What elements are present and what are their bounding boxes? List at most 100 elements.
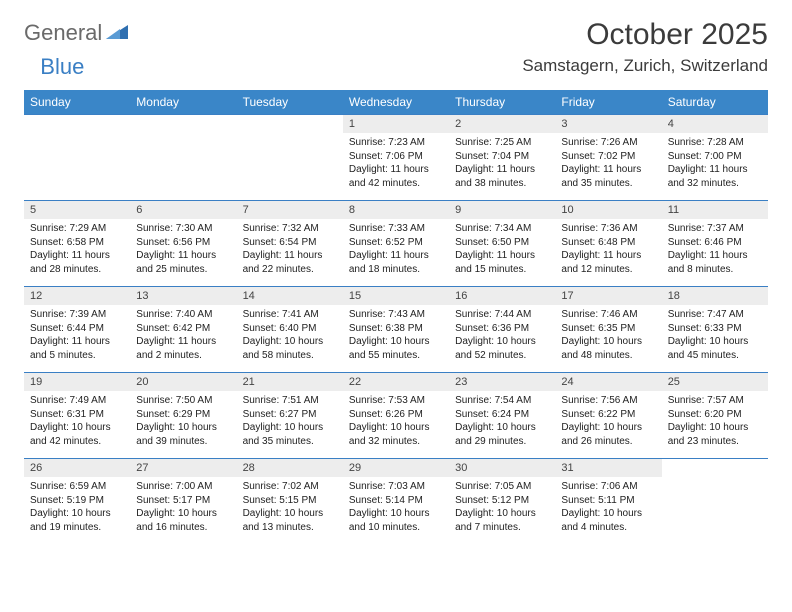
daylight-line2: and 45 minutes. (668, 349, 762, 363)
daylight-line2: and 2 minutes. (136, 349, 230, 363)
calendar-row: 12Sunrise: 7:39 AMSunset: 6:44 PMDayligh… (24, 287, 768, 373)
calendar-cell: 12Sunrise: 7:39 AMSunset: 6:44 PMDayligh… (24, 287, 130, 373)
sunrise: Sunrise: 7:41 AM (243, 308, 337, 322)
calendar-cell: 24Sunrise: 7:56 AMSunset: 6:22 PMDayligh… (555, 373, 661, 459)
daylight-line2: and 18 minutes. (349, 263, 443, 277)
calendar-cell: 28Sunrise: 7:02 AMSunset: 5:15 PMDayligh… (237, 459, 343, 545)
daylight-line2: and 42 minutes. (30, 435, 124, 449)
day-number: 8 (343, 201, 449, 219)
daylight-line2: and 48 minutes. (561, 349, 655, 363)
logo: General (24, 22, 130, 44)
logo-text-blue: Blue (40, 56, 84, 78)
sunrise: Sunrise: 7:06 AM (561, 480, 655, 494)
day-number: 5 (24, 201, 130, 219)
daylight-line1: Daylight: 11 hours (30, 249, 124, 263)
daylight-line1: Daylight: 11 hours (561, 249, 655, 263)
sunrise: Sunrise: 7:46 AM (561, 308, 655, 322)
calendar-cell: 21Sunrise: 7:51 AMSunset: 6:27 PMDayligh… (237, 373, 343, 459)
daylight-line1: Daylight: 11 hours (136, 249, 230, 263)
calendar-cell: 4Sunrise: 7:28 AMSunset: 7:00 PMDaylight… (662, 115, 768, 201)
daylight-line1: Daylight: 11 hours (668, 249, 762, 263)
calendar-cell: 26Sunrise: 6:59 AMSunset: 5:19 PMDayligh… (24, 459, 130, 545)
daylight-line1: Daylight: 11 hours (455, 249, 549, 263)
daylight-line1: Daylight: 11 hours (243, 249, 337, 263)
day-details: Sunrise: 7:05 AMSunset: 5:12 PMDaylight:… (449, 477, 555, 538)
daylight-line2: and 4 minutes. (561, 521, 655, 535)
daylight-line2: and 32 minutes. (668, 177, 762, 191)
sunset: Sunset: 5:15 PM (243, 494, 337, 508)
sunrise: Sunrise: 7:03 AM (349, 480, 443, 494)
daylight-line1: Daylight: 10 hours (668, 421, 762, 435)
day-number: 9 (449, 201, 555, 219)
calendar-row: 26Sunrise: 6:59 AMSunset: 5:19 PMDayligh… (24, 459, 768, 545)
day-details: Sunrise: 7:43 AMSunset: 6:38 PMDaylight:… (343, 305, 449, 366)
daylight-line2: and 39 minutes. (136, 435, 230, 449)
daylight-line1: Daylight: 11 hours (349, 249, 443, 263)
sunrise: Sunrise: 7:26 AM (561, 136, 655, 150)
calendar-cell: 13Sunrise: 7:40 AMSunset: 6:42 PMDayligh… (130, 287, 236, 373)
daylight-line1: Daylight: 10 hours (243, 335, 337, 349)
day-details: Sunrise: 7:50 AMSunset: 6:29 PMDaylight:… (130, 391, 236, 452)
calendar-cell: 23Sunrise: 7:54 AMSunset: 6:24 PMDayligh… (449, 373, 555, 459)
sunrise: Sunrise: 7:33 AM (349, 222, 443, 236)
sunset: Sunset: 6:50 PM (455, 236, 549, 250)
sunset: Sunset: 6:26 PM (349, 408, 443, 422)
day-details: Sunrise: 7:06 AMSunset: 5:11 PMDaylight:… (555, 477, 661, 538)
day-details: Sunrise: 6:59 AMSunset: 5:19 PMDaylight:… (24, 477, 130, 538)
sunset: Sunset: 5:17 PM (136, 494, 230, 508)
daylight-line1: Daylight: 10 hours (455, 335, 549, 349)
daylight-line2: and 10 minutes. (349, 521, 443, 535)
daylight-line1: Daylight: 10 hours (561, 421, 655, 435)
sunrise: Sunrise: 7:29 AM (30, 222, 124, 236)
daylight-line1: Daylight: 10 hours (349, 507, 443, 521)
day-number: 20 (130, 373, 236, 391)
calendar-cell: 5Sunrise: 7:29 AMSunset: 6:58 PMDaylight… (24, 201, 130, 287)
weekday-header: Thursday (449, 90, 555, 115)
daylight-line2: and 15 minutes. (455, 263, 549, 277)
daylight-line2: and 38 minutes. (455, 177, 549, 191)
day-details: Sunrise: 7:53 AMSunset: 6:26 PMDaylight:… (343, 391, 449, 452)
calendar-cell: 11 Sunrise: 7:37 AMSunset: 6:46 PMDayligh… (662, 201, 768, 287)
day-number: 11 (662, 201, 768, 219)
sunrise: Sunrise: 7:00 AM (136, 480, 230, 494)
calendar-cell: 8Sunrise: 7:33 AMSunset: 6:52 PMDaylight… (343, 201, 449, 287)
day-details: Sunrise: 7:51 AMSunset: 6:27 PMDaylight:… (237, 391, 343, 452)
daylight-line1: Daylight: 10 hours (136, 421, 230, 435)
sunset: Sunset: 6:40 PM (243, 322, 337, 336)
calendar-body: 1Sunrise: 7:23 AMSunset: 7:06 PMDaylight… (24, 115, 768, 545)
daylight-line2: and 55 minutes. (349, 349, 443, 363)
day-number: 19 (24, 373, 130, 391)
day-details: Sunrise: 7:47 AMSunset: 6:33 PMDaylight:… (662, 305, 768, 366)
day-details: Sunrise: 7:34 AMSunset: 6:50 PMDaylight:… (449, 219, 555, 280)
weekday-header: Wednesday (343, 90, 449, 115)
daylight-line1: Daylight: 10 hours (561, 507, 655, 521)
sunset: Sunset: 6:46 PM (668, 236, 762, 250)
sunset: Sunset: 6:44 PM (30, 322, 124, 336)
daylight-line2: and 28 minutes. (30, 263, 124, 277)
calendar-cell: 15Sunrise: 7:43 AMSunset: 6:38 PMDayligh… (343, 287, 449, 373)
day-details: Sunrise: 7:49 AMSunset: 6:31 PMDaylight:… (24, 391, 130, 452)
calendar-cell: 3Sunrise: 7:26 AMSunset: 7:02 PMDaylight… (555, 115, 661, 201)
daylight-line1: Daylight: 10 hours (455, 421, 549, 435)
calendar-cell-empty (662, 459, 768, 545)
sunrise: Sunrise: 7:36 AM (561, 222, 655, 236)
daylight-line2: and 26 minutes. (561, 435, 655, 449)
day-details: Sunrise: 7:41 AMSunset: 6:40 PMDaylight:… (237, 305, 343, 366)
sunset: Sunset: 5:19 PM (30, 494, 124, 508)
sunrise: Sunrise: 7:50 AM (136, 394, 230, 408)
day-details: Sunrise: 7:23 AMSunset: 7:06 PMDaylight:… (343, 133, 449, 194)
sunrise: Sunrise: 7:25 AM (455, 136, 549, 150)
sunrise: Sunrise: 7:39 AM (30, 308, 124, 322)
daylight-line1: Daylight: 10 hours (136, 507, 230, 521)
location: Samstagern, Zurich, Switzerland (522, 56, 768, 76)
sunset: Sunset: 5:12 PM (455, 494, 549, 508)
sunrise: Sunrise: 7:37 AM (668, 222, 762, 236)
day-details: Sunrise: 7:29 AMSunset: 6:58 PMDaylight:… (24, 219, 130, 280)
sunrise: Sunrise: 7:54 AM (455, 394, 549, 408)
day-details: Sunrise: 7:03 AMSunset: 5:14 PMDaylight:… (343, 477, 449, 538)
day-details: Sunrise: 7:32 AMSunset: 6:54 PMDaylight:… (237, 219, 343, 280)
daylight-line2: and 23 minutes. (668, 435, 762, 449)
day-details: Sunrise: 7:00 AMSunset: 5:17 PMDaylight:… (130, 477, 236, 538)
day-details: Sunrise: 7:46 AMSunset: 6:35 PMDaylight:… (555, 305, 661, 366)
calendar-cell: 16Sunrise: 7:44 AMSunset: 6:36 PMDayligh… (449, 287, 555, 373)
